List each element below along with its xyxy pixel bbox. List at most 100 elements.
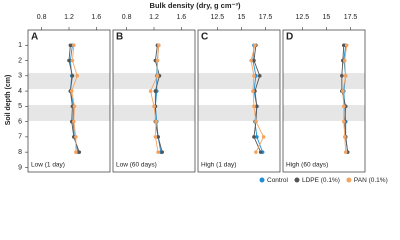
point: [68, 43, 73, 48]
legend-label: Control: [267, 177, 289, 184]
point: [249, 58, 253, 63]
x-tick-label: 17.5: [259, 14, 273, 21]
shade-band: [113, 73, 195, 89]
point: [341, 43, 346, 48]
point: [69, 89, 74, 93]
point: [252, 58, 256, 63]
point: [153, 135, 158, 139]
point: [160, 150, 164, 154]
panel-note: Low (1 day): [31, 162, 65, 169]
x-tick-label: 1.2: [149, 14, 159, 21]
panel-frame: [197, 29, 281, 173]
point: [74, 150, 78, 154]
x-tick-label: 1.6: [176, 14, 186, 21]
point: [156, 150, 160, 154]
point: [71, 43, 76, 48]
x-tick-label: 1.2: [64, 14, 74, 21]
series-line: [154, 45, 163, 153]
shade-band: [113, 105, 195, 121]
point: [342, 58, 347, 63]
point: [152, 104, 156, 109]
y-axis-label: Soil depth (cm): [5, 75, 12, 126]
series-line: [250, 45, 265, 153]
point: [254, 150, 258, 154]
point: [148, 89, 153, 93]
shade-band: [28, 73, 110, 89]
shade-band: [28, 105, 110, 121]
y-tick-label: 6: [18, 118, 22, 125]
x-tick-label: 17.5: [344, 14, 358, 21]
point: [255, 104, 259, 109]
y-tick-label: 7: [18, 134, 22, 141]
panel-frame: [112, 29, 196, 173]
y-tick-label: 5: [18, 103, 22, 110]
shade-band: [198, 73, 280, 89]
series-line: [342, 45, 348, 153]
point: [156, 43, 161, 48]
x-tick-label: 15: [323, 14, 331, 21]
point: [154, 119, 158, 124]
point: [156, 135, 160, 139]
y-tick-label: 2: [18, 57, 22, 64]
point: [155, 58, 160, 63]
point: [67, 58, 71, 63]
x-tick-label: 0.8: [122, 14, 132, 21]
point: [343, 150, 348, 154]
legend-label: LDPE (0.1%): [302, 177, 340, 184]
x-tick-label: 12.5: [295, 14, 309, 21]
point: [72, 104, 77, 109]
panel-note: High (60 days): [286, 162, 328, 169]
point: [253, 43, 257, 48]
point: [77, 150, 82, 154]
series-line: [253, 45, 262, 153]
point: [74, 135, 78, 139]
point: [71, 119, 76, 124]
legend-marker: [346, 177, 352, 183]
series-line: [150, 45, 160, 153]
y-tick-label: 4: [18, 88, 22, 95]
point: [155, 74, 160, 78]
chart-title: Bulk density (dry, g cm⁻³): [150, 1, 241, 10]
point: [255, 135, 259, 139]
x-tick-label: 12.5: [210, 14, 224, 21]
shade-band: [283, 105, 365, 121]
point: [75, 74, 79, 78]
point: [341, 119, 346, 124]
panel-note: Low (60 days): [116, 162, 157, 169]
legend-marker: [259, 177, 265, 183]
x-tick-label: 15: [238, 14, 246, 21]
point: [252, 104, 256, 109]
panel-label: A: [31, 32, 38, 43]
point: [344, 43, 349, 48]
panel-label: D: [286, 32, 293, 43]
x-tick-label: 0.8: [37, 14, 47, 21]
point: [70, 58, 75, 63]
legend-marker: [294, 177, 300, 183]
point: [342, 135, 347, 139]
series-line: [68, 45, 80, 153]
point: [252, 74, 256, 78]
point: [258, 150, 263, 154]
point: [341, 89, 345, 93]
point: [251, 89, 255, 93]
panel-note: High (1 day): [201, 162, 236, 169]
page: Bulk density (dry, g cm⁻³) Soil depth (c…: [4, 0, 388, 185]
legend-label: PAN (0.1%): [354, 177, 388, 184]
chart: Bulk density (dry, g cm⁻³) Soil depth (c…: [5, 1, 388, 184]
point: [341, 104, 346, 109]
point: [252, 135, 256, 139]
series-line: [252, 45, 264, 153]
point: [153, 89, 158, 93]
point: [340, 74, 344, 78]
panel-label: B: [116, 32, 123, 43]
series-line: [69, 45, 79, 153]
y-tick-label: 8: [18, 149, 22, 156]
panel-label: C: [201, 32, 208, 43]
series-line: [71, 45, 78, 153]
y-tick-label: 9: [18, 164, 22, 171]
point: [254, 119, 258, 124]
point: [70, 74, 75, 78]
panel-frame: [282, 29, 366, 173]
y-tick-label: 1: [18, 42, 22, 49]
point: [261, 135, 266, 139]
